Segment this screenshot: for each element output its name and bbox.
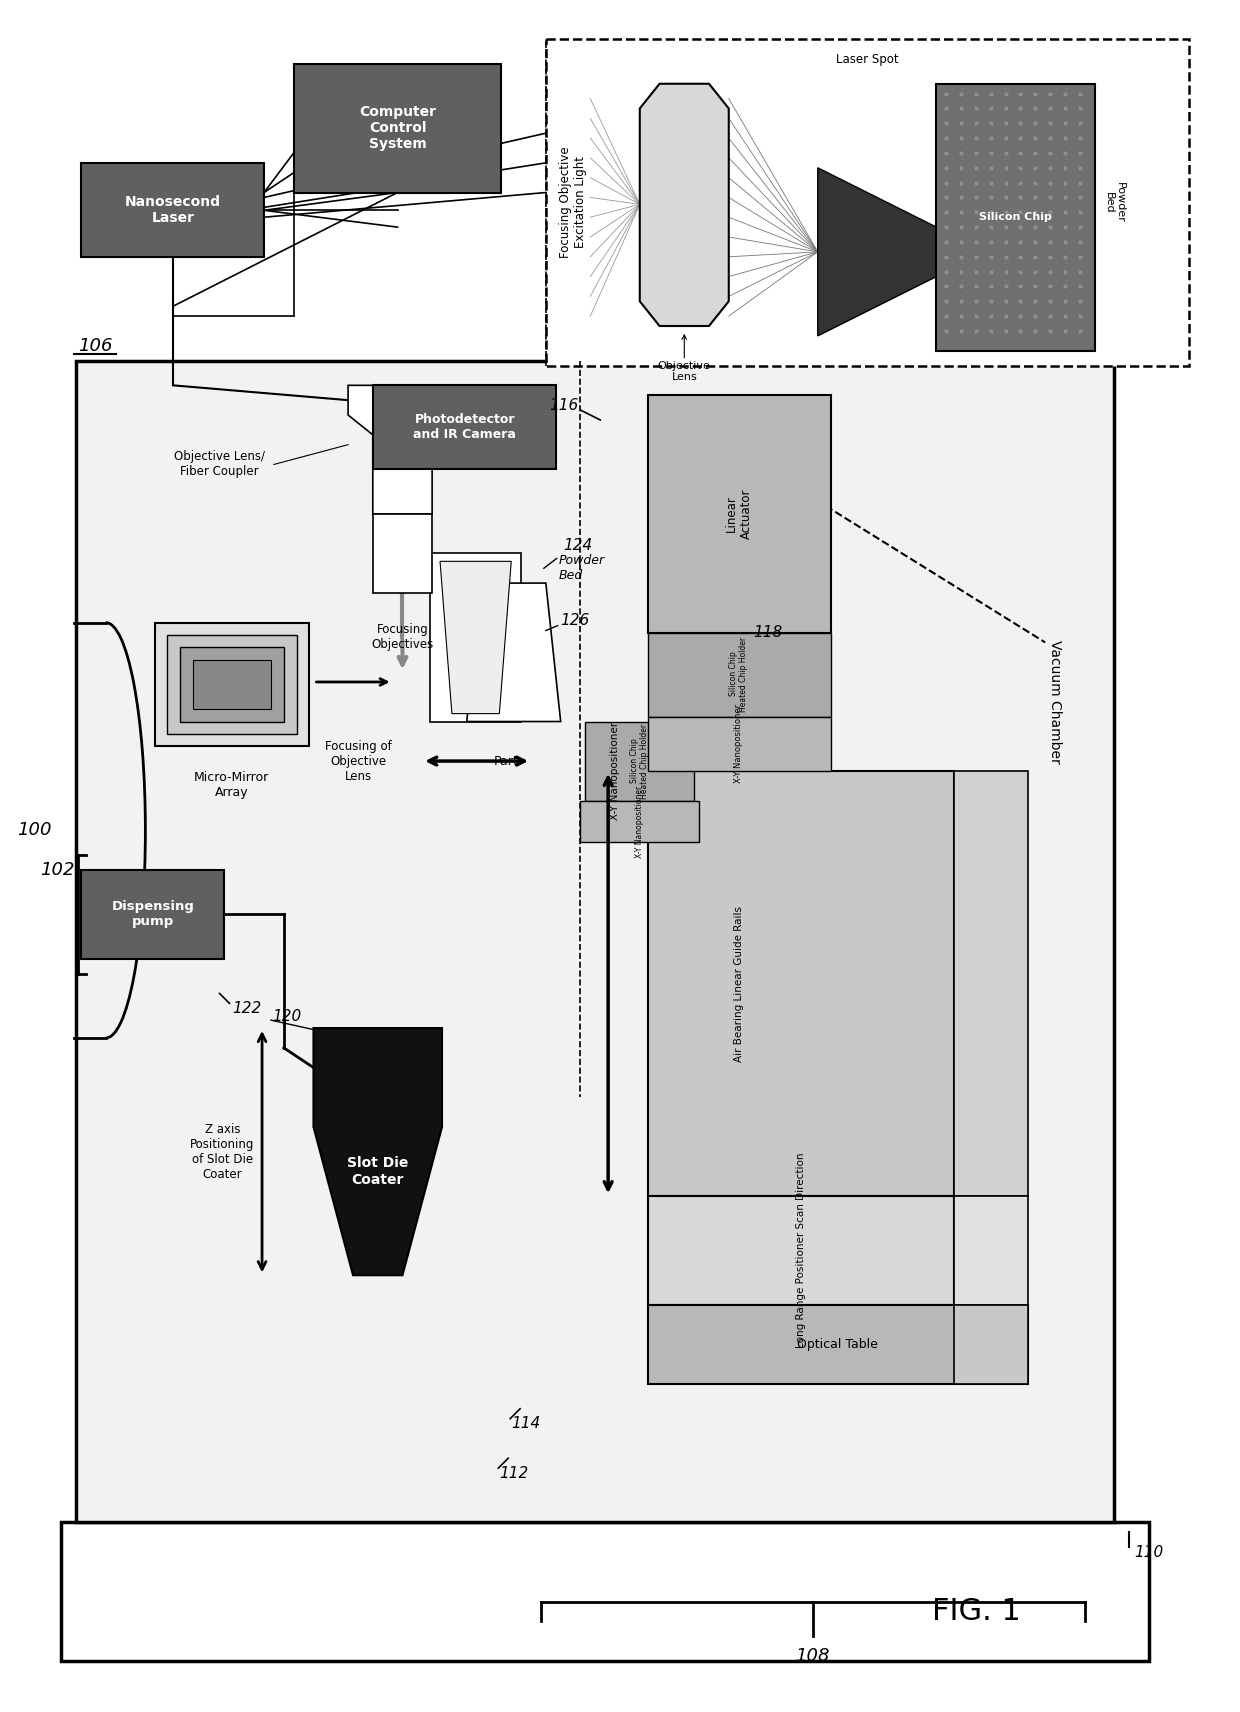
Text: Photodetector
and IR Camera: Photodetector and IR Camera (413, 413, 516, 442)
Text: Focusing Objective
Excitation Light: Focusing Objective Excitation Light (558, 147, 587, 259)
Text: Laser Spot: Laser Spot (836, 53, 899, 65)
Text: Objective Lens/
Fiber Coupler: Objective Lens/ Fiber Coupler (174, 450, 265, 478)
Bar (81, 163, 264, 257)
Bar (61, 1522, 1149, 1661)
Text: Focusing of
Objective
Lens: Focusing of Objective Lens (325, 740, 392, 782)
Bar (193, 661, 272, 709)
Text: Powder
Bed: Powder Bed (559, 555, 605, 582)
Polygon shape (817, 168, 936, 336)
Bar (955, 770, 1028, 1197)
Text: Optical Table: Optical Table (797, 1339, 878, 1351)
Text: Micro-Mirror
Array: Micro-Mirror Array (193, 770, 269, 800)
Text: X-Y Nanopositioner: X-Y Nanopositioner (610, 722, 620, 820)
Text: 122: 122 (232, 1002, 262, 1015)
Text: 102: 102 (40, 861, 74, 878)
Bar (546, 39, 1189, 366)
Bar (294, 63, 501, 192)
Bar (585, 721, 694, 801)
Bar (167, 635, 296, 734)
Text: FIG. 1: FIG. 1 (931, 1597, 1021, 1626)
Text: Z axis
Positioning
of Slot Die
Coater: Z axis Positioning of Slot Die Coater (190, 1123, 254, 1181)
Text: Objective
Lens: Objective Lens (658, 361, 711, 382)
Bar (647, 717, 831, 770)
Text: Silicon Chip
Heated Chip Holder: Silicon Chip Heated Chip Holder (729, 637, 749, 712)
Text: Air Bearing Linear Guide Rails: Air Bearing Linear Guide Rails (734, 906, 744, 1061)
Text: Slot Die
Coater: Slot Die Coater (347, 1156, 408, 1186)
Text: Focusing
Objectives: Focusing Objectives (371, 623, 434, 652)
Bar (647, 770, 955, 1197)
Text: Linear
Actuator: Linear Actuator (724, 488, 753, 539)
Text: Silicon Chip: Silicon Chip (980, 212, 1052, 223)
Bar (81, 870, 224, 959)
Text: Computer
Control
System: Computer Control System (360, 104, 436, 151)
Bar (647, 632, 831, 717)
Text: 118: 118 (754, 625, 782, 640)
Bar (373, 514, 432, 592)
Text: 106: 106 (78, 337, 113, 354)
Text: X-Y Nanopositioner: X-Y Nanopositioner (635, 786, 645, 858)
Bar (155, 623, 309, 746)
Bar (647, 395, 831, 632)
Polygon shape (640, 84, 729, 325)
Text: Dispensing
pump: Dispensing pump (112, 901, 195, 928)
Polygon shape (466, 584, 560, 721)
Bar (373, 385, 556, 469)
Polygon shape (440, 562, 511, 714)
Text: 100: 100 (17, 822, 51, 839)
Polygon shape (348, 385, 456, 514)
Bar (76, 361, 1115, 1522)
Text: 112: 112 (500, 1465, 528, 1481)
Text: 108: 108 (796, 1647, 830, 1666)
Text: Long Range Positioner Scan Direction: Long Range Positioner Scan Direction (796, 1152, 806, 1349)
Bar (936, 84, 1095, 351)
Text: 114: 114 (511, 1416, 541, 1431)
Text: 116: 116 (549, 397, 579, 413)
Bar (180, 647, 284, 721)
Text: Part: Part (494, 755, 518, 767)
Text: Silicon Chip
Heated Chip Holder: Silicon Chip Heated Chip Holder (630, 724, 650, 798)
Text: 110: 110 (1135, 1544, 1163, 1560)
Text: 126: 126 (560, 613, 590, 628)
Text: X-Y Nanopositioner: X-Y Nanopositioner (734, 704, 743, 782)
Text: 124: 124 (564, 538, 593, 553)
Bar (647, 1305, 1028, 1383)
Text: 120: 120 (272, 1008, 301, 1024)
Text: Vacuum Chamber: Vacuum Chamber (1048, 640, 1063, 764)
Polygon shape (314, 1027, 441, 1275)
Bar (647, 1197, 955, 1305)
Bar (955, 1197, 1028, 1305)
Bar (580, 801, 699, 842)
Polygon shape (430, 553, 521, 721)
Text: Nanosecond
Laser: Nanosecond Laser (125, 195, 221, 226)
Text: Powder
Bed: Powder Bed (1104, 181, 1125, 223)
Bar (955, 1305, 1028, 1383)
